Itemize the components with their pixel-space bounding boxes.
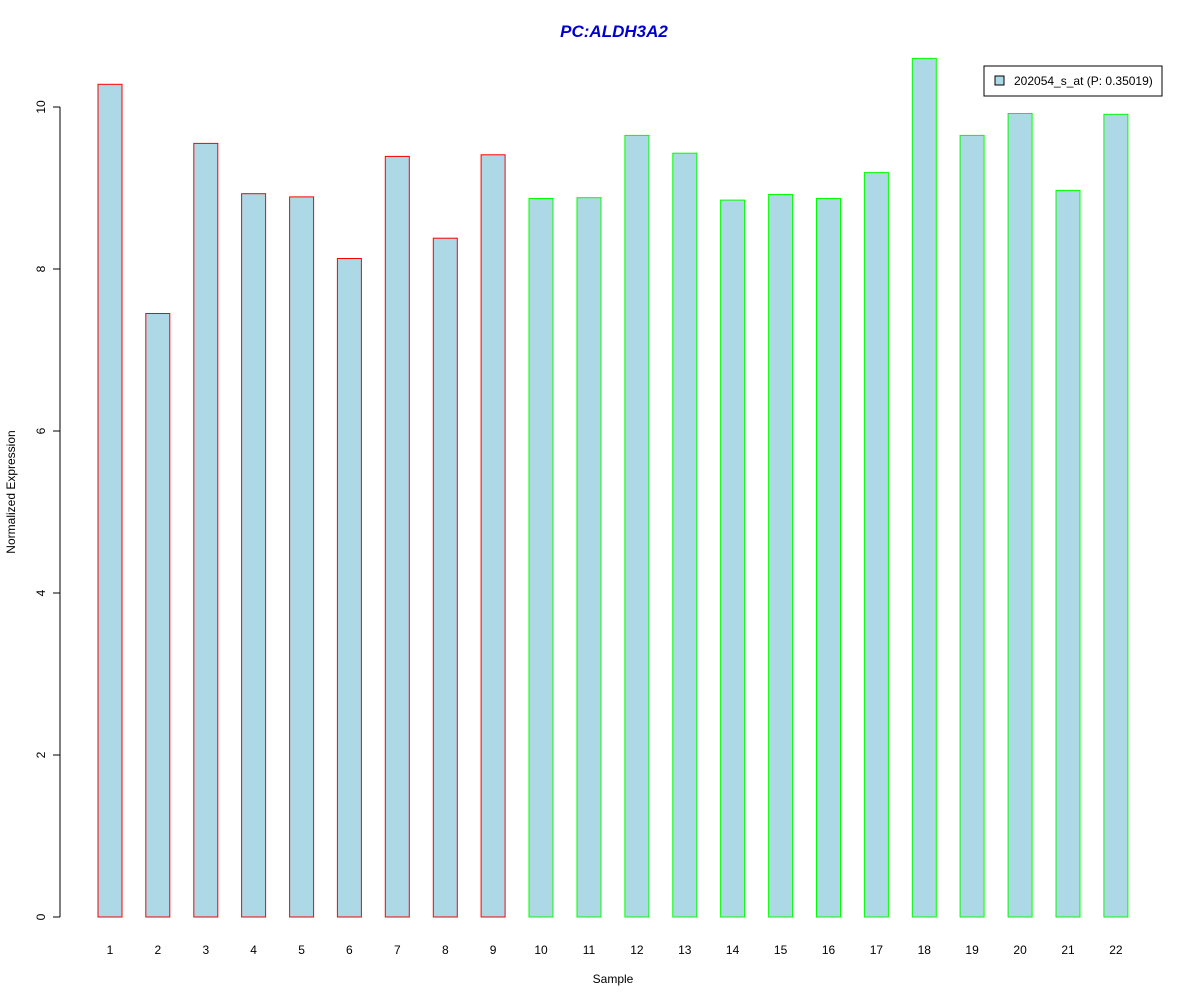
y-tick-label: 10 [34, 100, 48, 114]
x-tick-label: 13 [678, 943, 692, 957]
x-tick-label: 15 [774, 943, 788, 957]
legend-swatch [994, 75, 1005, 86]
bar-sample-13 [672, 152, 698, 918]
y-axis-label: Normalized Expression [4, 430, 18, 553]
x-tick-label: 10 [534, 943, 548, 957]
x-tick-label: 8 [442, 943, 449, 957]
bar-sample-18 [911, 57, 937, 918]
bar-sample-19 [959, 134, 985, 918]
y-axis: 0 2 4 6 8 10 [34, 100, 61, 920]
bars [97, 57, 1129, 918]
y-tick-label: 8 [34, 265, 48, 272]
bar-sample-4 [241, 193, 267, 918]
bar-sample-10 [528, 198, 554, 918]
x-tick-label: 14 [726, 943, 740, 957]
y-tick-label: 0 [34, 913, 48, 920]
bar-sample-15 [768, 194, 794, 918]
y-tick-label: 2 [34, 751, 48, 758]
x-tick-label: 3 [202, 943, 209, 957]
bar-sample-7 [384, 155, 410, 918]
x-tick-label: 6 [346, 943, 353, 957]
bar-sample-6 [336, 258, 362, 918]
y-tick-label: 6 [34, 427, 48, 434]
x-tick-label: 12 [630, 943, 644, 957]
bar-sample-3 [193, 142, 219, 918]
x-axis-labels: 1 2 3 4 5 6 7 8 9 10 11 12 13 14 15 16 17 18 19 20 21 22 [107, 943, 1123, 957]
bar-sample-22 [1103, 113, 1129, 918]
legend-box [983, 65, 1163, 97]
bar-sample-20 [1007, 113, 1033, 918]
bar-sample-21 [1055, 189, 1081, 918]
x-tick-label: 11 [583, 943, 596, 957]
x-axis-label: Sample [593, 972, 634, 986]
legend-label: 202054_s_at (P: 0.35019) [1014, 74, 1153, 88]
bar-sample-12 [624, 134, 650, 918]
x-tick-label: 5 [298, 943, 305, 957]
x-tick-label: 4 [250, 943, 257, 957]
x-tick-label: 16 [822, 943, 836, 957]
bar-sample-9 [480, 154, 506, 918]
x-tick-label: 17 [870, 943, 884, 957]
x-tick-label: 9 [490, 943, 497, 957]
x-tick-label: 19 [965, 943, 979, 957]
bar-sample-2 [145, 313, 171, 918]
x-tick-label: 7 [394, 943, 401, 957]
bar-sample-17 [863, 172, 889, 918]
x-tick-label: 2 [154, 943, 161, 957]
x-tick-label: 18 [918, 943, 932, 957]
x-tick-label: 22 [1109, 943, 1123, 957]
bar-sample-14 [720, 199, 746, 918]
x-tick-label: 1 [107, 943, 114, 957]
bar-sample-5 [289, 196, 315, 918]
legend: 202054_s_at (P: 0.35019) [983, 65, 1163, 97]
bar-sample-16 [816, 198, 841, 918]
y-tick-label: 4 [34, 589, 48, 596]
bar-sample-1 [97, 83, 123, 918]
bar-sample-11 [576, 197, 602, 918]
x-tick-label: 21 [1061, 943, 1075, 957]
chart-title: PC:ALDH3A2 [560, 22, 668, 41]
bar-sample-8 [432, 237, 458, 918]
x-tick-label: 20 [1013, 943, 1027, 957]
